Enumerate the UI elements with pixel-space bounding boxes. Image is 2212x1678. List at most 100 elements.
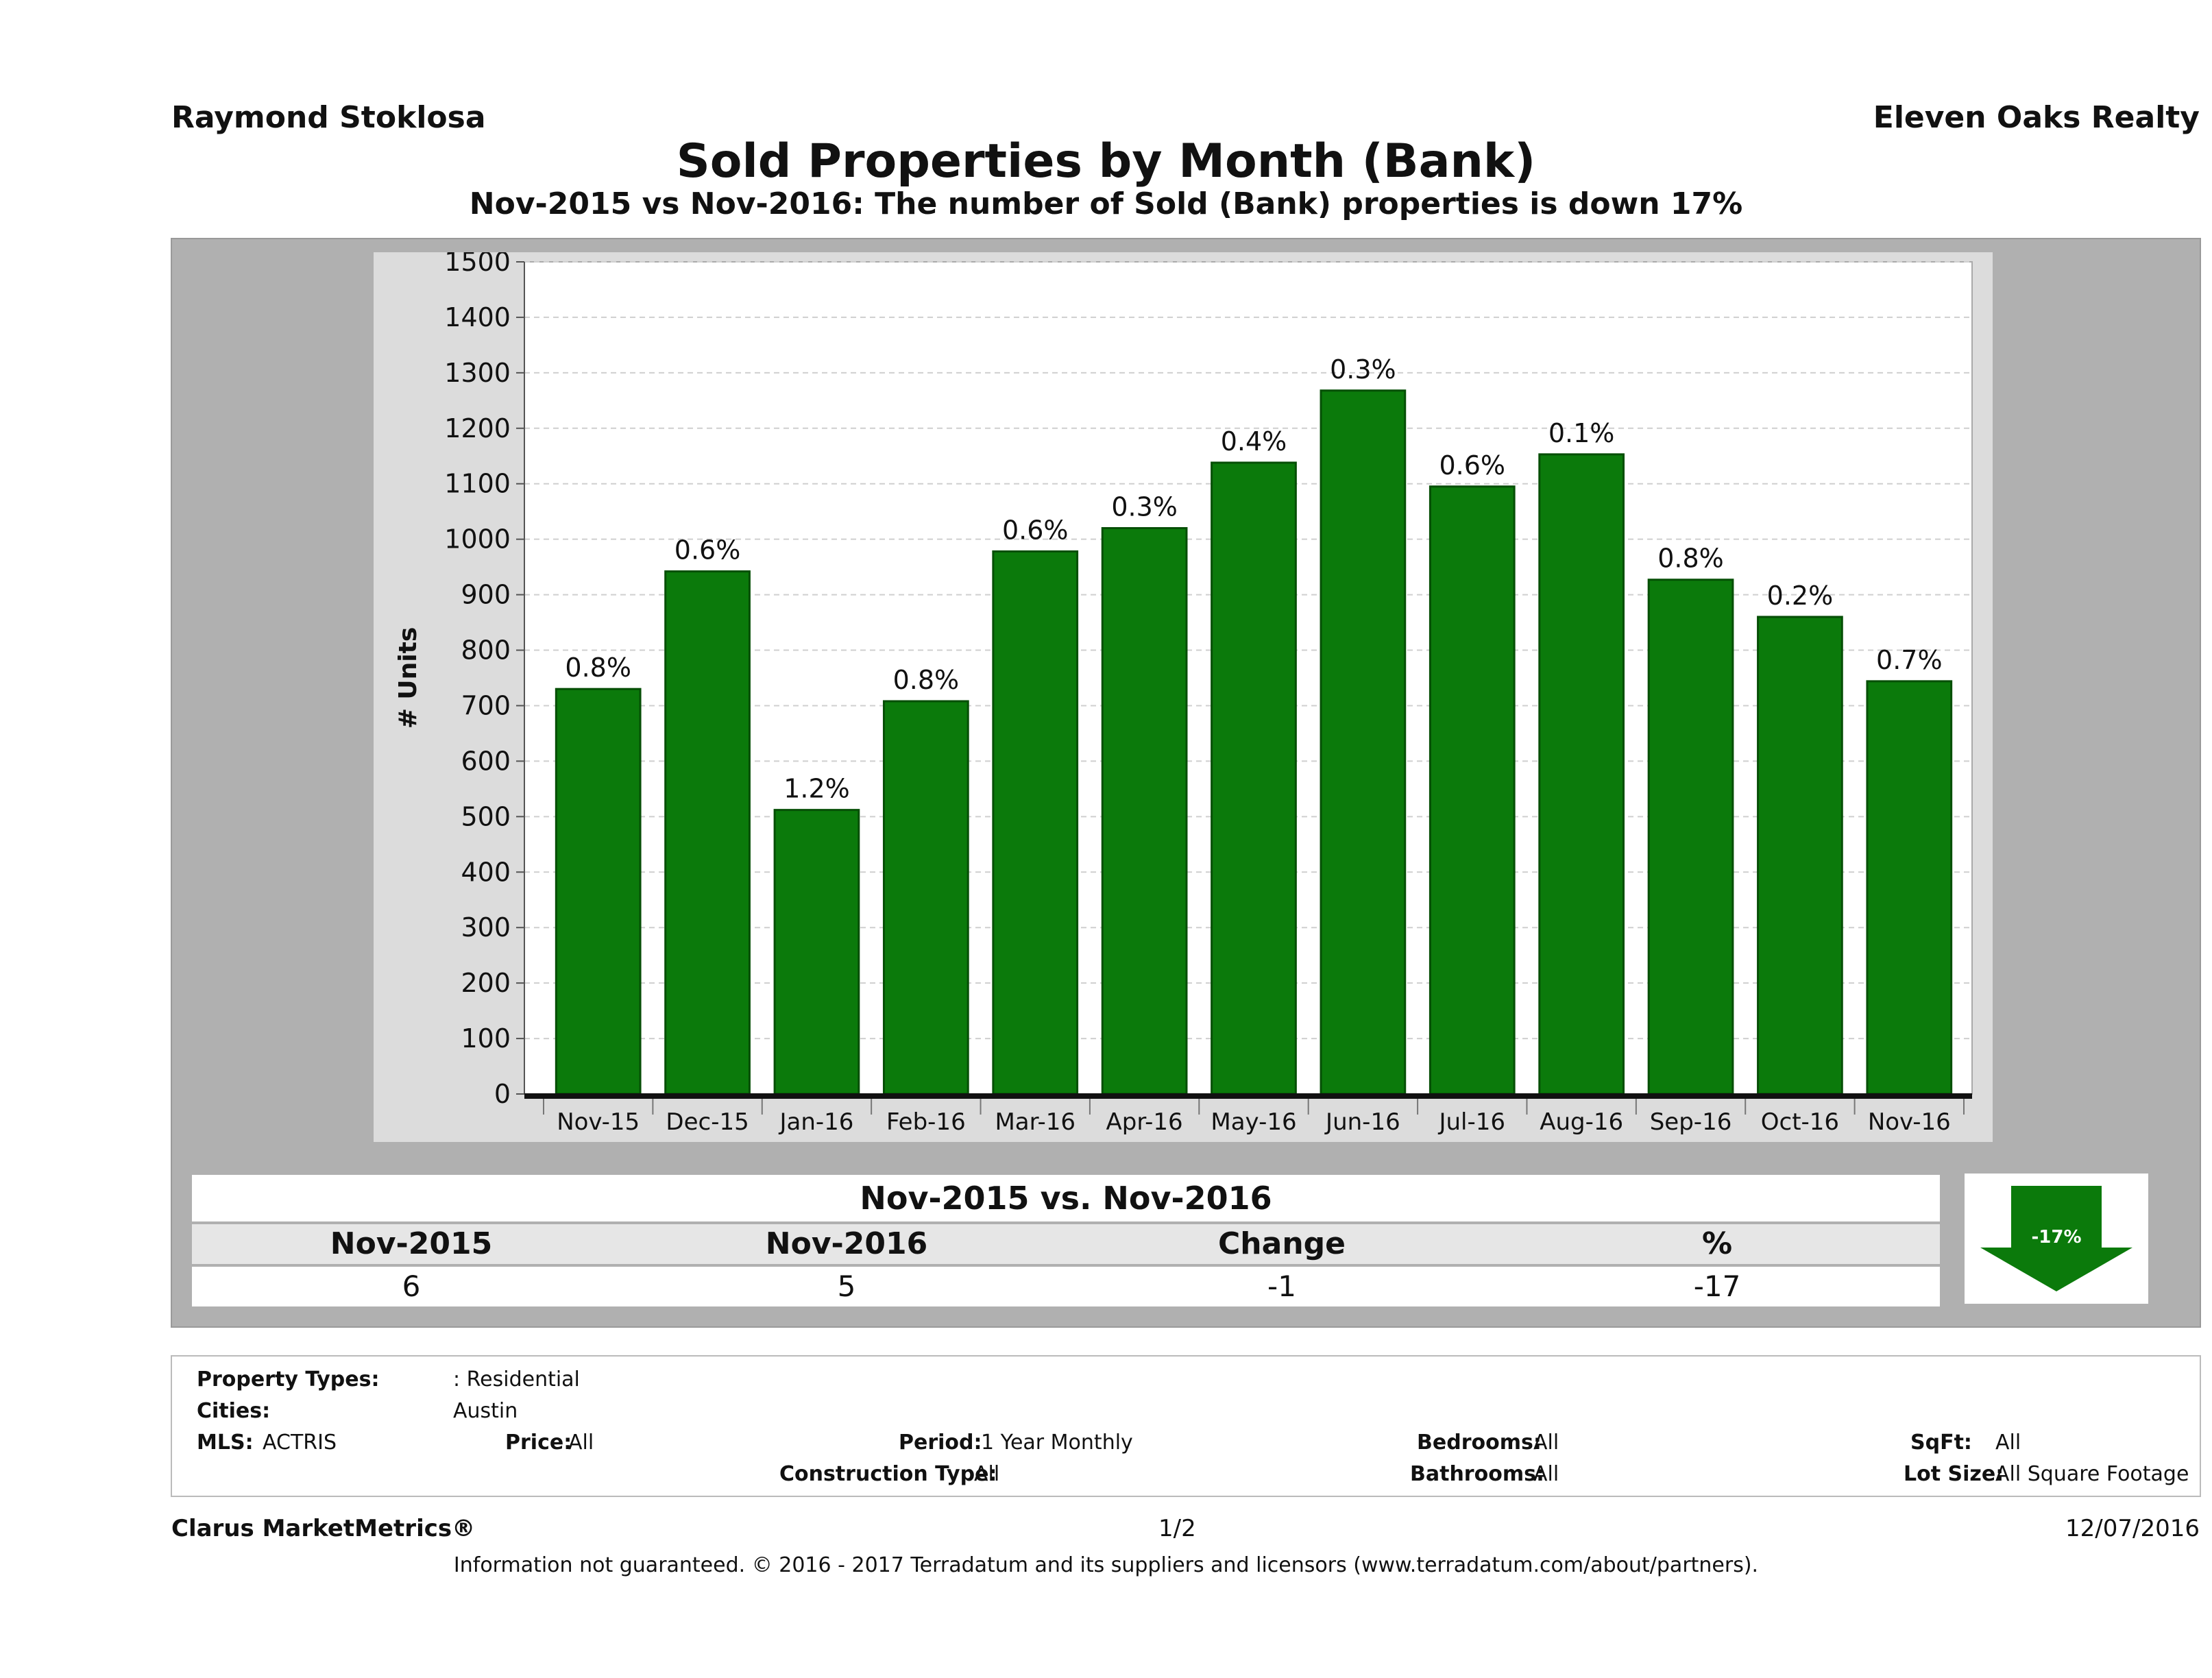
y-tick-label: 700 [461, 690, 511, 720]
chart-subtitle: Nov-2015 vs Nov-2016: The number of Sold… [469, 186, 1743, 221]
data-label: 0.6% [674, 535, 741, 566]
y-tick-label: 400 [461, 857, 511, 887]
y-tick-label: 0 [494, 1079, 511, 1109]
y-axis-title: # Units [394, 627, 422, 729]
x-tick-label: Jan-16 [778, 1108, 853, 1136]
x-tick-label: Nov-15 [557, 1108, 640, 1136]
chart-title: Sold Properties by Month (Bank) [676, 134, 1536, 189]
data-label: 0.3% [1330, 354, 1396, 385]
y-tick-label: 900 [461, 580, 511, 610]
bar [1866, 680, 1953, 1095]
data-label: 0.4% [1221, 426, 1287, 457]
change-percent-label: -17% [2031, 1227, 2082, 1248]
bar [882, 700, 969, 1095]
bar [773, 809, 860, 1095]
property-types-label: Property Types: [197, 1367, 380, 1391]
change-indicator: -17% [1965, 1174, 2148, 1304]
bar [1320, 389, 1407, 1095]
y-tick-label: 1500 [444, 252, 511, 277]
y-tick-label: 800 [461, 635, 511, 666]
cities-value: Austin [453, 1399, 518, 1423]
bathrooms-label: Bathrooms: [1410, 1462, 1544, 1486]
data-label: 1.2% [783, 774, 850, 804]
x-tick-label: Mar-16 [995, 1108, 1075, 1136]
summary-header-change: Change [1218, 1226, 1346, 1261]
bathrooms-value: All [1533, 1462, 1559, 1486]
chart-area: 0 100 200 300 400 500 600 700 800 900 1000 1100 1200… [374, 247, 1993, 1142]
summary-value-prev: 6 [402, 1269, 421, 1303]
period-value: 1 Year Monthly [981, 1431, 1133, 1455]
property-types-value: : Residential [453, 1367, 580, 1391]
data-label: 0.6% [1002, 515, 1069, 545]
x-tick-label: Jun-16 [1324, 1108, 1400, 1136]
x-tick-label: Feb-16 [886, 1108, 966, 1136]
lot-size-label: Lot Size: [1904, 1462, 2004, 1486]
construction-type-value: All [974, 1462, 1000, 1486]
data-label: 0.3% [1111, 491, 1178, 522]
summary-title: Nov-2015 vs. Nov-2016 [192, 1175, 1940, 1221]
bar [1429, 485, 1516, 1095]
bar [664, 570, 751, 1095]
price-label: Price: [505, 1431, 572, 1455]
bar [1757, 616, 1843, 1095]
price-value: All [568, 1431, 594, 1455]
y-tick-label: 300 [461, 912, 511, 943]
product-name: Clarus MarketMetrics® [171, 1515, 476, 1542]
cities-label: Cities: [197, 1399, 271, 1423]
summary-value-change: -1 [1267, 1269, 1296, 1303]
data-label: 0.1% [1548, 418, 1615, 448]
y-tick-label: 1000 [444, 524, 511, 555]
summary-value-percent: -17 [1693, 1269, 1741, 1303]
x-tick-label: Jul-16 [1437, 1108, 1505, 1136]
bedrooms-label: Bedrooms: [1417, 1431, 1542, 1455]
report-date: 12/07/2016 [2065, 1515, 2200, 1542]
bar [1211, 461, 1297, 1095]
disclaimer: Information not guaranteed. © 2016 - 201… [453, 1553, 1759, 1577]
y-tick-label: 200 [461, 968, 511, 998]
x-tick-label: Dec-15 [666, 1108, 749, 1136]
bar [1101, 526, 1188, 1095]
bar [1538, 453, 1625, 1095]
data-label: 0.8% [893, 665, 960, 695]
y-tick-label: 500 [461, 801, 511, 831]
x-tick-label: Aug-16 [1540, 1108, 1623, 1136]
filter-summary: Property Types: : Residential Cities: Au… [171, 1355, 2201, 1497]
y-tick-label: 1100 [444, 469, 511, 499]
x-tick-label: Sep-16 [1650, 1108, 1732, 1136]
period-label: Period: [899, 1431, 982, 1455]
construction-type-label: Construction Type: [779, 1462, 997, 1486]
summary-value-curr: 5 [837, 1269, 856, 1303]
summary-value-row: 6 5 -1 -17 [192, 1267, 1940, 1306]
y-tick-label: 600 [461, 746, 511, 776]
summary-header-row: Nov-2015 Nov-2016 Change % [192, 1224, 1940, 1264]
summary-header-percent: % [1701, 1226, 1733, 1261]
summary-table: Nov-2015 vs. Nov-2016 Nov-2015 Nov-2016 … [192, 1175, 1940, 1309]
summary-header-curr: Nov-2016 [765, 1226, 928, 1261]
bedrooms-value: All [1533, 1431, 1559, 1455]
mls-value: ACTRIS [263, 1431, 337, 1455]
y-tick-label: 100 [461, 1023, 511, 1054]
data-label: 0.2% [1767, 581, 1834, 611]
data-label: 0.6% [1439, 450, 1505, 481]
sqft-label: SqFt: [1910, 1431, 1972, 1455]
bar-chart: 0 100 200 300 400 500 600 700 800 900 1000 1100 1200… [394, 247, 1973, 1136]
bar [992, 550, 1079, 1095]
bar [1647, 579, 1734, 1095]
page-number: 1/2 [1158, 1515, 1196, 1542]
data-label: 0.8% [1657, 544, 1724, 574]
y-tick-label: 1200 [444, 413, 511, 443]
mls-label: MLS: [197, 1431, 254, 1455]
down-arrow-icon [1980, 1186, 2132, 1291]
lot-size-value: All Square Footage [1995, 1462, 2189, 1486]
agent-name: Raymond Stoklosa [171, 100, 486, 135]
sqft-value: All [1995, 1431, 2021, 1455]
data-label: 0.8% [565, 653, 631, 683]
summary-header-prev: Nov-2015 [330, 1226, 493, 1261]
x-tick-label: Apr-16 [1106, 1108, 1183, 1136]
brokerage-name: Eleven Oaks Realty [1873, 100, 2200, 135]
x-tick-label: Oct-16 [1761, 1108, 1839, 1136]
x-tick-label: Nov-16 [1868, 1108, 1951, 1136]
data-label: 0.7% [1876, 645, 1943, 675]
x-tick-label: May-16 [1211, 1108, 1296, 1136]
y-tick-label: 1300 [444, 358, 511, 388]
